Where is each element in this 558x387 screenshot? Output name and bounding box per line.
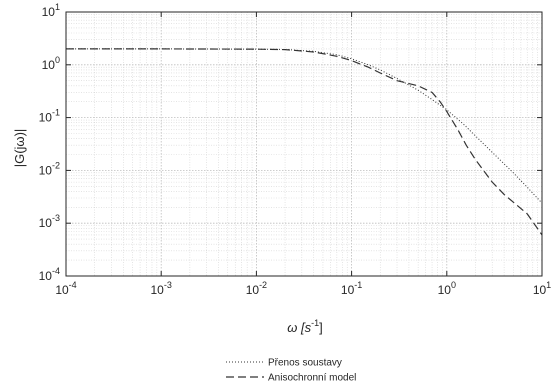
y-tick-label-base: 10 — [39, 216, 53, 230]
x-tick-label-exp: -4 — [69, 280, 77, 290]
y-tick-label-exp: -3 — [52, 213, 60, 223]
y-tick-label-exp: -4 — [52, 266, 60, 276]
x-axis-label-tail: ] — [319, 320, 323, 335]
y-tick-label-exp: 0 — [55, 55, 60, 65]
x-tick-label-exp: -2 — [259, 280, 267, 290]
y-tick-label-base: 10 — [39, 269, 53, 283]
x-tick-label-exp: 1 — [546, 280, 551, 290]
x-tick-label: 10-2 — [246, 280, 267, 297]
legend: Přenos soustavy Anisochronní model — [222, 352, 372, 385]
series-layer — [66, 48, 543, 236]
y-tick-label-base: 10 — [39, 163, 53, 177]
x-tick-label-base: 10 — [246, 283, 260, 297]
y-tick-label-base: 10 — [42, 5, 56, 19]
x-tick-label-exp: -3 — [164, 280, 172, 290]
y-tick-label-base: 10 — [42, 58, 56, 72]
y-tick-label: 101 — [42, 2, 60, 19]
x-tick-label: 101 — [533, 280, 551, 297]
x-tick-label: 10-4 — [55, 280, 76, 297]
x-axis-label-base: ω [s — [287, 320, 311, 335]
x-tick-label-base: 10 — [438, 283, 452, 297]
x-tick-label: 10-1 — [341, 280, 362, 297]
x-tick-label: 10-3 — [151, 280, 172, 297]
x-tick-label: 100 — [438, 280, 456, 297]
x-axis-label: ω [s-1] — [287, 318, 323, 335]
x-tick-label-base: 10 — [341, 283, 355, 297]
y-tick-label: 10-4 — [39, 266, 60, 283]
y-axis-label: |G(jω)| — [12, 129, 27, 168]
x-tick-label-base: 10 — [151, 283, 165, 297]
y-tick-label-exp: 1 — [55, 2, 60, 12]
y-tick-label: 10-2 — [39, 160, 60, 177]
plot-frame — [65, 11, 543, 277]
minor-grid — [66, 12, 542, 276]
x-tick-labels: 10-4 10-3 10-2 10-1 100 101 — [55, 280, 551, 297]
x-tick-label-exp: -1 — [354, 280, 362, 290]
y-tick-label: 10-1 — [39, 108, 60, 125]
legend-label-prenos-soustavy: Přenos soustavy — [268, 358, 342, 369]
legend-box — [222, 352, 372, 385]
y-tick-label-exp: -2 — [52, 160, 60, 170]
y-tick-label-base: 10 — [39, 111, 53, 125]
series-line-anisochronni-model — [66, 48, 543, 236]
tick-marks — [65, 11, 543, 277]
x-tick-label-exp: 0 — [451, 280, 456, 290]
legend-label-anisochronni-model: Anisochronní model — [268, 373, 356, 384]
x-tick-label-base: 10 — [533, 283, 547, 297]
x-axis-label-sup: -1 — [311, 318, 319, 328]
y-tick-label-exp: -1 — [52, 108, 60, 118]
y-tick-label: 10-3 — [39, 213, 60, 230]
major-grid — [65, 11, 543, 277]
y-tick-label: 100 — [42, 55, 60, 72]
x-tick-label-base: 10 — [55, 283, 69, 297]
